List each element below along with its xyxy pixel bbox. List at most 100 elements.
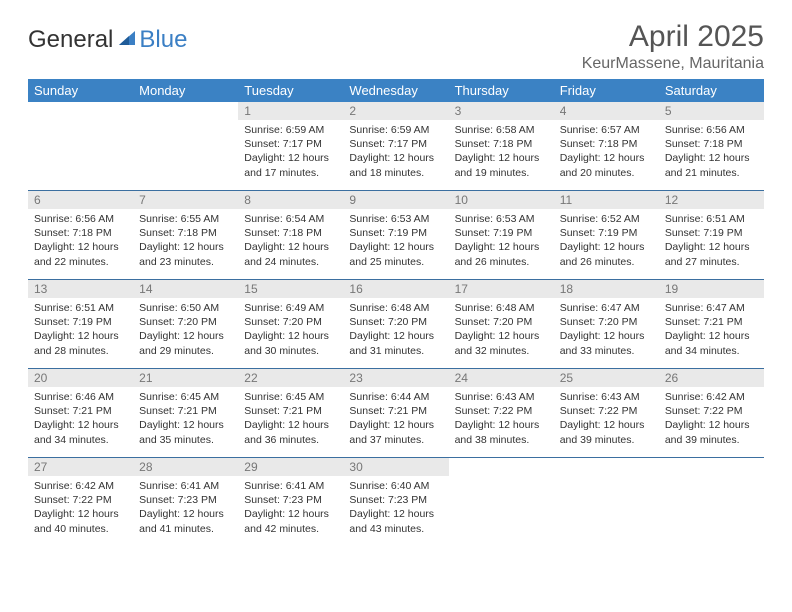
day2-text: and 36 minutes. [244,433,337,447]
day-body: Sunrise: 6:48 AMSunset: 7:20 PMDaylight:… [449,298,554,362]
sunset-text: Sunset: 7:22 PM [665,404,758,418]
day2-text: and 41 minutes. [139,522,232,536]
calendar-cell: 4Sunrise: 6:57 AMSunset: 7:18 PMDaylight… [554,102,659,191]
sunrise-text: Sunrise: 6:48 AM [455,301,548,315]
day-number: 11 [554,191,659,209]
calendar-cell: 3Sunrise: 6:58 AMSunset: 7:18 PMDaylight… [449,102,554,191]
calendar-cell: 20Sunrise: 6:46 AMSunset: 7:21 PMDayligh… [28,369,133,458]
day-number: 9 [343,191,448,209]
day2-text: and 23 minutes. [139,255,232,269]
sunrise-text: Sunrise: 6:44 AM [349,390,442,404]
day-number: 22 [238,369,343,387]
sunset-text: Sunset: 7:18 PM [560,137,653,151]
day2-text: and 40 minutes. [34,522,127,536]
sunset-text: Sunset: 7:21 PM [665,315,758,329]
day-number: 5 [659,102,764,120]
day-number: 24 [449,369,554,387]
calendar-cell: 16Sunrise: 6:48 AMSunset: 7:20 PMDayligh… [343,280,448,369]
day2-text: and 29 minutes. [139,344,232,358]
calendar-cell: 6Sunrise: 6:56 AMSunset: 7:18 PMDaylight… [28,191,133,280]
dow-sunday: Sunday [28,79,133,102]
sunset-text: Sunset: 7:19 PM [349,226,442,240]
sunset-text: Sunset: 7:19 PM [34,315,127,329]
sunrise-text: Sunrise: 6:59 AM [349,123,442,137]
day1-text: Daylight: 12 hours [560,240,653,254]
day-number: 23 [343,369,448,387]
day-body: Sunrise: 6:54 AMSunset: 7:18 PMDaylight:… [238,209,343,273]
day1-text: Daylight: 12 hours [244,151,337,165]
day1-text: Daylight: 12 hours [34,507,127,521]
sunset-text: Sunset: 7:18 PM [244,226,337,240]
day1-text: Daylight: 12 hours [665,418,758,432]
day1-text: Daylight: 12 hours [349,151,442,165]
sunrise-text: Sunrise: 6:48 AM [349,301,442,315]
day2-text: and 24 minutes. [244,255,337,269]
calendar-row: 27Sunrise: 6:42 AMSunset: 7:22 PMDayligh… [28,458,764,547]
day-number: 15 [238,280,343,298]
header-row: GeneralBlue April 2025 KeurMassene, Maur… [28,20,764,73]
day-body: Sunrise: 6:53 AMSunset: 7:19 PMDaylight:… [343,209,448,273]
day2-text: and 20 minutes. [560,166,653,180]
calendar-cell: 29Sunrise: 6:41 AMSunset: 7:23 PMDayligh… [238,458,343,547]
sunrise-text: Sunrise: 6:53 AM [455,212,548,226]
day-body: Sunrise: 6:51 AMSunset: 7:19 PMDaylight:… [659,209,764,273]
day2-text: and 21 minutes. [665,166,758,180]
sunset-text: Sunset: 7:21 PM [244,404,337,418]
day1-text: Daylight: 12 hours [139,418,232,432]
calendar-body: 1Sunrise: 6:59 AMSunset: 7:17 PMDaylight… [28,102,764,546]
calendar-cell: 17Sunrise: 6:48 AMSunset: 7:20 PMDayligh… [449,280,554,369]
calendar-cell [133,102,238,191]
day2-text: and 37 minutes. [349,433,442,447]
sunrise-text: Sunrise: 6:51 AM [34,301,127,315]
day2-text: and 26 minutes. [455,255,548,269]
day-body: Sunrise: 6:47 AMSunset: 7:21 PMDaylight:… [659,298,764,362]
calendar-header: Sunday Monday Tuesday Wednesday Thursday… [28,79,764,102]
calendar-row: 1Sunrise: 6:59 AMSunset: 7:17 PMDaylight… [28,102,764,191]
day-number: 13 [28,280,133,298]
sunrise-text: Sunrise: 6:58 AM [455,123,548,137]
day1-text: Daylight: 12 hours [349,418,442,432]
sunrise-text: Sunrise: 6:47 AM [665,301,758,315]
sunrise-text: Sunrise: 6:46 AM [34,390,127,404]
calendar-cell [28,102,133,191]
day1-text: Daylight: 12 hours [34,329,127,343]
day2-text: and 35 minutes. [139,433,232,447]
day-number: 26 [659,369,764,387]
sunset-text: Sunset: 7:20 PM [139,315,232,329]
day-body: Sunrise: 6:57 AMSunset: 7:18 PMDaylight:… [554,120,659,184]
sunset-text: Sunset: 7:21 PM [349,404,442,418]
day1-text: Daylight: 12 hours [455,329,548,343]
day1-text: Daylight: 12 hours [244,329,337,343]
sunrise-text: Sunrise: 6:45 AM [244,390,337,404]
calendar-row: 6Sunrise: 6:56 AMSunset: 7:18 PMDaylight… [28,191,764,280]
dow-saturday: Saturday [659,79,764,102]
sunset-text: Sunset: 7:20 PM [349,315,442,329]
day-number: 19 [659,280,764,298]
sunset-text: Sunset: 7:22 PM [455,404,548,418]
day2-text: and 32 minutes. [455,344,548,358]
title-block: April 2025 KeurMassene, Mauritania [582,20,764,73]
day2-text: and 39 minutes. [560,433,653,447]
day2-text: and 39 minutes. [665,433,758,447]
day-body: Sunrise: 6:59 AMSunset: 7:17 PMDaylight:… [238,120,343,184]
calendar-cell: 22Sunrise: 6:45 AMSunset: 7:21 PMDayligh… [238,369,343,458]
day-number: 1 [238,102,343,120]
day-number: 7 [133,191,238,209]
day2-text: and 18 minutes. [349,166,442,180]
sunrise-text: Sunrise: 6:50 AM [139,301,232,315]
calendar-cell: 18Sunrise: 6:47 AMSunset: 7:20 PMDayligh… [554,280,659,369]
day1-text: Daylight: 12 hours [139,329,232,343]
day2-text: and 31 minutes. [349,344,442,358]
day-body: Sunrise: 6:56 AMSunset: 7:18 PMDaylight:… [28,209,133,273]
day1-text: Daylight: 12 hours [349,240,442,254]
day-number: 21 [133,369,238,387]
day2-text: and 33 minutes. [560,344,653,358]
day-body: Sunrise: 6:40 AMSunset: 7:23 PMDaylight:… [343,476,448,540]
day2-text: and 34 minutes. [34,433,127,447]
calendar-cell: 9Sunrise: 6:53 AMSunset: 7:19 PMDaylight… [343,191,448,280]
day-number: 16 [343,280,448,298]
sunrise-text: Sunrise: 6:57 AM [560,123,653,137]
calendar-cell [554,458,659,547]
sunrise-text: Sunrise: 6:59 AM [244,123,337,137]
day-number: 2 [343,102,448,120]
